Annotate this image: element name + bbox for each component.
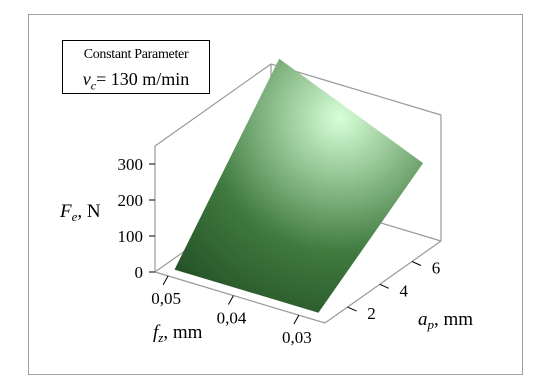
- y-tick-label: 6: [432, 259, 441, 278]
- y-tick-label: 4: [400, 281, 409, 300]
- z-tick-label: 0: [135, 263, 144, 282]
- x-axis-label: fz, mm: [153, 322, 203, 345]
- y-tick-mark: [347, 306, 357, 312]
- y-tick-mark: [411, 261, 422, 266]
- y-tick-mark: [379, 283, 389, 289]
- x-label-subscript: z: [157, 330, 163, 345]
- svg-text:fz, mm: fz, mm: [153, 322, 203, 345]
- legend-param-value: = 130 m/min: [96, 69, 190, 89]
- y-label-symbol: a: [418, 309, 428, 330]
- legend-parameter: vc= 130 m/min: [63, 69, 209, 94]
- z-label-subscript: e: [72, 209, 78, 224]
- x-tick-label: 0,04: [217, 309, 247, 328]
- y-tick-label: 2: [367, 304, 376, 323]
- legend-title: Constant Parameter: [83, 47, 189, 62]
- x-tick-mark: [293, 314, 300, 325]
- z-tick-label: 200: [118, 191, 144, 210]
- x-tick-label: 0,05: [151, 289, 181, 308]
- x-tick-mark: [162, 275, 169, 286]
- response-surface: [174, 58, 424, 313]
- z-tick-label: 300: [118, 155, 144, 174]
- box-edge: [270, 63, 442, 116]
- z-label-symbol: F: [59, 201, 72, 222]
- x-tick-label: 0,03: [282, 328, 312, 347]
- z-axis-label: Fe, N: [59, 201, 101, 224]
- x-label-symbol: f: [153, 322, 161, 343]
- legend-param-subscript: c: [90, 78, 97, 93]
- chart-legend: Constant Parameter vc= 130 m/min: [62, 40, 210, 94]
- svg-text:ap, mm: ap, mm: [418, 309, 473, 332]
- x-label-unit: , mm: [163, 322, 202, 343]
- x-tick-mark: [228, 295, 234, 305]
- z-tick-label: 100: [118, 227, 144, 246]
- box-edge: [154, 63, 272, 147]
- legend-param-symbol: v: [82, 69, 91, 89]
- z-label-unit: , N: [77, 201, 101, 222]
- y-label-unit: , mm: [434, 309, 473, 330]
- bounding-box-front: [154, 240, 442, 324]
- box-edge: [154, 271, 326, 324]
- y-label-subscript: p: [427, 317, 435, 332]
- axis-ticks: 0 100 200 300 0,05 0,04 0,03 2 4 6: [118, 155, 441, 347]
- box-edge: [324, 240, 442, 324]
- svg-text:Fe, N: Fe, N: [59, 201, 101, 224]
- y-axis-label: ap, mm: [418, 309, 473, 332]
